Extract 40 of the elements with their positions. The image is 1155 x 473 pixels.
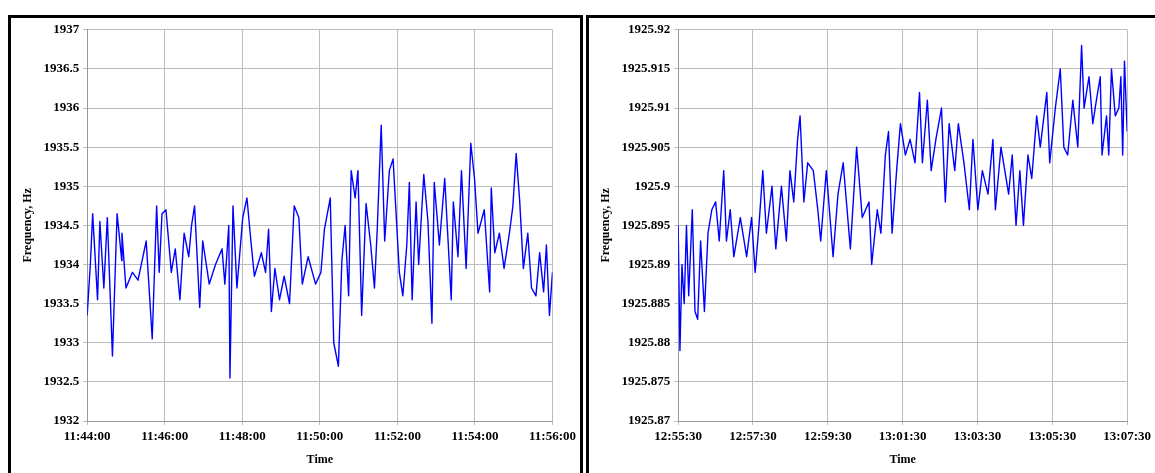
x-tick-label: 11:48:00 (218, 428, 266, 444)
y-tick-label: 1925.88 (627, 334, 671, 350)
y-tick-label: 1925.92 (627, 21, 671, 37)
y-tick-label: 1925.905 (621, 138, 671, 154)
y-tick-label: 1925.91 (627, 99, 671, 115)
x-tick-label: 12:57:30 (729, 428, 777, 444)
y-tick-label: 1935.5 (43, 138, 80, 154)
y-tick-label: 1925.895 (621, 216, 671, 232)
x-axis-title: Time (306, 451, 334, 466)
x-tick-label: 13:03:30 (953, 428, 1002, 444)
y-axis-title: Frequency, Hz (598, 187, 613, 263)
y-tick-label: 1936.5 (43, 60, 80, 76)
x-tick-label: 13:05:30 (1028, 428, 1077, 444)
x-tick-label: 11:52:00 (373, 428, 421, 444)
y-tick-label: 1925.875 (621, 373, 671, 389)
y-axis-title: Frequency, Hz (20, 187, 35, 263)
y-tick-label: 1925.87 (627, 412, 671, 428)
x-tick-label: 11:46:00 (141, 428, 189, 444)
x-axis-title: Time (889, 451, 917, 466)
x-tick-label: 13:01:30 (878, 428, 927, 444)
y-tick-label: 1925.885 (621, 295, 671, 310)
y-tick-label: 1935 (53, 177, 80, 193)
y-tick-label: 1934 (53, 255, 80, 271)
y-tick-label: 1934.5 (43, 216, 80, 232)
x-tick-label: 12:55:30 (654, 428, 702, 444)
y-tick-label: 1937 (53, 21, 80, 37)
x-tick-label: 11:50:00 (296, 428, 344, 444)
x-tick-label: 12:59:30 (804, 428, 852, 444)
x-tick-label: 11:44:00 (63, 428, 111, 444)
y-tick-label: 1936 (53, 99, 80, 115)
y-tick-label: 1925.89 (627, 255, 671, 271)
x-tick-label: 11:54:00 (451, 428, 499, 444)
x-tick-label: 13:07:30 (1103, 428, 1152, 444)
y-tick-label: 1933 (53, 334, 80, 350)
y-tick-label: 1925.915 (621, 60, 671, 76)
x-tick-label: 11:56:00 (529, 428, 577, 444)
y-tick-label: 1932 (53, 412, 80, 428)
y-tick-label: 1933.5 (43, 295, 80, 310)
y-tick-label: 1925.9 (634, 177, 671, 193)
y-tick-label: 1932.5 (43, 373, 80, 389)
